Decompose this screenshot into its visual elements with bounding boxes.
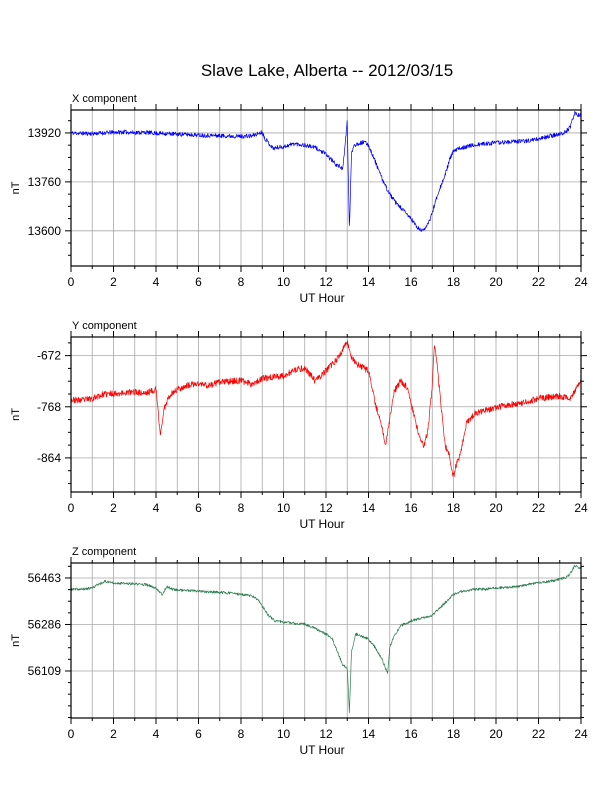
y-tick-label: -864 (37, 451, 61, 465)
x-tick-label: 4 (153, 275, 160, 289)
x-tick-label: 2 (110, 501, 117, 515)
x-tick-label: 16 (404, 501, 418, 515)
x-tick-label: 16 (404, 727, 418, 741)
x-tick-label: 4 (153, 501, 160, 515)
panel-title: Y component (72, 320, 137, 332)
x-axis-label: UT Hour (299, 743, 344, 757)
y-tick-label: 56463 (28, 571, 62, 585)
x-tick-label: 6 (195, 727, 202, 741)
x-tick-label: 4 (153, 727, 160, 741)
x-tick-label: 10 (277, 501, 291, 515)
figure-title: Slave Lake, Alberta -- 2012/03/15 (201, 61, 453, 80)
x-tick-label: 20 (489, 501, 503, 515)
x-tick-label: 2 (110, 275, 117, 289)
x-tick-label: 18 (447, 727, 461, 741)
x-tick-label: 6 (195, 275, 202, 289)
y-tick-label: 56109 (28, 664, 62, 678)
y-tick-label: -672 (37, 349, 61, 363)
x-tick-label: 16 (404, 275, 418, 289)
x-tick-label: 22 (532, 501, 546, 515)
x-tick-label: 20 (489, 727, 503, 741)
x-tick-label: 14 (362, 275, 376, 289)
x-tick-label: 6 (195, 501, 202, 515)
x-tick-label: 10 (277, 275, 291, 289)
series-line (70, 110, 582, 232)
y-tick-label: -768 (37, 400, 61, 414)
x-tick-label: 22 (532, 727, 546, 741)
x-tick-label: 10 (277, 727, 291, 741)
x-tick-label: 12 (319, 727, 333, 741)
x-tick-label: 14 (362, 727, 376, 741)
x-tick-label: 0 (68, 501, 75, 515)
y-tick-label: 13760 (28, 175, 62, 189)
x-tick-label: 22 (532, 275, 546, 289)
x-tick-label: 8 (238, 727, 245, 741)
x-tick-label: 12 (319, 275, 333, 289)
x-tick-label: 24 (574, 275, 588, 289)
x-tick-label: 18 (447, 501, 461, 515)
x-tick-label: 24 (574, 501, 588, 515)
y-tick-label: 13600 (28, 224, 62, 238)
x-axis-label: UT Hour (299, 291, 344, 305)
y-tick-label: 56286 (28, 617, 62, 631)
series-line (70, 564, 582, 714)
x-tick-label: 0 (68, 727, 75, 741)
x-tick-label: 18 (447, 275, 461, 289)
x-tick-label: 12 (319, 501, 333, 515)
y-axis-label: nT (10, 634, 22, 647)
x-tick-label: 20 (489, 275, 503, 289)
x-tick-label: 8 (238, 501, 245, 515)
x-tick-label: 14 (362, 501, 376, 515)
x-tick-label: 24 (574, 727, 588, 741)
series-line (70, 340, 582, 477)
y-axis-label: nT (10, 408, 22, 421)
x-tick-label: 2 (110, 727, 117, 741)
x-tick-label: 8 (238, 275, 245, 289)
panel-title: X component (72, 93, 137, 105)
y-axis-label: nT (10, 181, 22, 194)
x-axis-label: UT Hour (299, 517, 344, 531)
x-tick-label: 0 (68, 275, 75, 289)
panel-title: Z component (72, 546, 136, 558)
y-tick-label: 13920 (28, 126, 62, 140)
